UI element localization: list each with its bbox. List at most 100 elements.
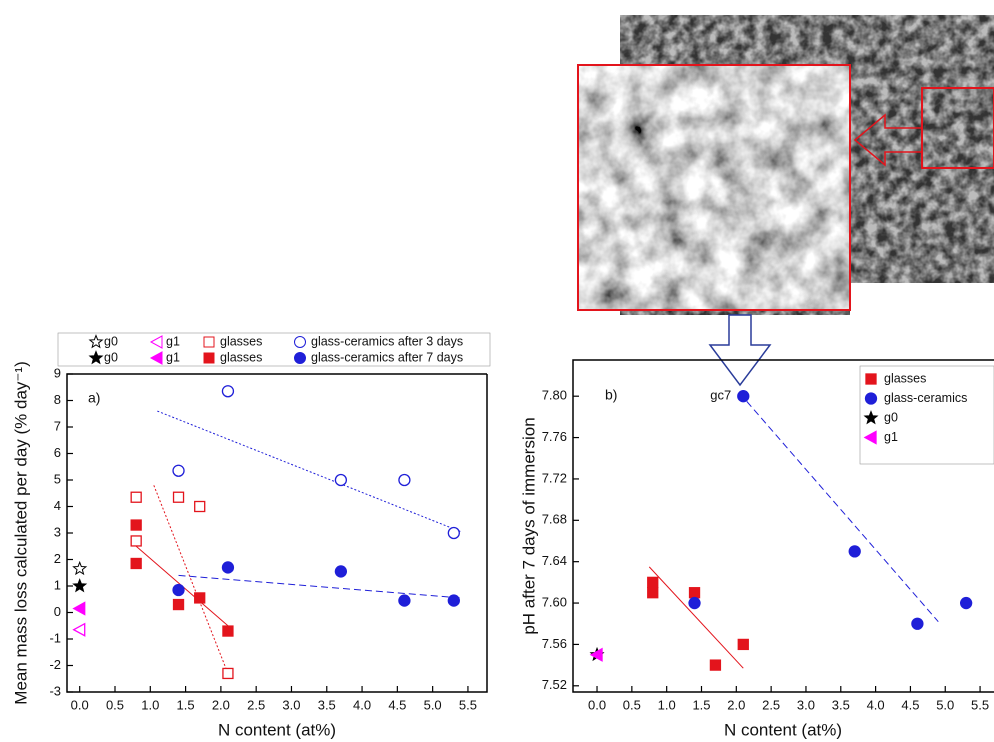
point bbox=[221, 385, 235, 398]
micrograph bbox=[577, 15, 994, 387]
legend-marker bbox=[863, 410, 879, 425]
x-tick-label: 4.5 bbox=[901, 697, 919, 712]
y-tick-label: 9 bbox=[54, 365, 61, 380]
micrograph-footer bbox=[850, 283, 994, 315]
y-tick-label: 7 bbox=[54, 418, 61, 433]
trend-line bbox=[178, 574, 461, 599]
point bbox=[72, 622, 86, 637]
x-tick-label: 0.5 bbox=[106, 697, 124, 712]
panel-label: b) bbox=[605, 387, 617, 403]
x-tick-label: 1.0 bbox=[141, 697, 159, 712]
point bbox=[447, 594, 460, 607]
legend-label: g0 bbox=[104, 350, 118, 364]
x-tick-label: 5.5 bbox=[459, 697, 477, 712]
micrograph-inset bbox=[578, 65, 850, 310]
y-tick-label: 3 bbox=[54, 524, 61, 539]
point bbox=[647, 587, 659, 599]
x-tick-label: 1.5 bbox=[692, 697, 710, 712]
legend-label: g1 bbox=[166, 350, 180, 364]
legend-marker bbox=[88, 350, 104, 365]
x-tick-label: 4.5 bbox=[388, 697, 406, 712]
x-tick-label: 2.5 bbox=[247, 697, 265, 712]
legend-marker bbox=[203, 336, 215, 348]
y-tick-label: 7.60 bbox=[542, 594, 567, 609]
x-tick-label: 2.5 bbox=[762, 697, 780, 712]
zoom-arrow bbox=[853, 113, 923, 167]
y-tick-label: -3 bbox=[49, 683, 61, 698]
point bbox=[72, 601, 86, 616]
point bbox=[72, 560, 88, 576]
legend-label: g1 bbox=[884, 430, 898, 444]
point bbox=[130, 519, 142, 531]
x-axis-label: N content (at%) bbox=[218, 720, 336, 739]
point bbox=[398, 594, 411, 607]
point bbox=[398, 473, 411, 487]
point bbox=[130, 557, 142, 570]
y-tick-label: -2 bbox=[49, 657, 61, 672]
legend-marker bbox=[294, 352, 306, 364]
legend-marker bbox=[863, 430, 877, 445]
x-tick-label: 1.0 bbox=[658, 697, 676, 712]
y-axis-label: Mean mass loss calculated per day (% day… bbox=[11, 361, 30, 704]
legend-marker bbox=[88, 334, 104, 349]
point bbox=[130, 535, 142, 547]
legend-marker bbox=[149, 351, 163, 365]
legend-label: glasses bbox=[884, 371, 926, 385]
point bbox=[911, 617, 924, 630]
x-tick-label: 2.0 bbox=[212, 697, 230, 712]
point bbox=[709, 659, 722, 671]
x-tick-label: 2.0 bbox=[727, 697, 745, 712]
point bbox=[848, 545, 861, 558]
plot-frame bbox=[572, 359, 994, 693]
x-axis-label: N content (at%) bbox=[724, 720, 842, 739]
legend-label: g0 bbox=[884, 410, 898, 424]
point bbox=[222, 625, 234, 637]
x-tick-label: 1.5 bbox=[177, 697, 195, 712]
x-tick-label: 3.0 bbox=[282, 697, 300, 712]
legend-marker bbox=[149, 335, 163, 349]
y-tick-label: 5 bbox=[54, 471, 61, 486]
x-tick-label: 5.0 bbox=[936, 697, 954, 712]
y-tick-label: 1 bbox=[54, 577, 61, 592]
point bbox=[959, 596, 973, 610]
x-tick-label: 0.0 bbox=[71, 697, 89, 712]
point bbox=[130, 491, 142, 503]
legend-label: glasses bbox=[220, 350, 262, 364]
point bbox=[172, 583, 185, 597]
plot-frame bbox=[66, 373, 488, 693]
point bbox=[172, 464, 185, 477]
legend-box bbox=[859, 365, 994, 465]
point bbox=[737, 638, 749, 651]
inset-border bbox=[577, 64, 851, 311]
x-tick-label: 4.0 bbox=[353, 697, 371, 712]
y-tick-label: 7.64 bbox=[542, 553, 567, 568]
y-tick-label: 4 bbox=[54, 498, 61, 513]
link-arrow bbox=[708, 314, 772, 387]
y-tick-label: -1 bbox=[49, 630, 61, 645]
point bbox=[647, 576, 659, 589]
x-tick-label: 3.5 bbox=[318, 697, 336, 712]
point bbox=[221, 561, 235, 574]
point bbox=[589, 647, 603, 662]
y-tick-label: 7.68 bbox=[542, 512, 567, 527]
point bbox=[334, 565, 348, 578]
point bbox=[334, 473, 348, 487]
legend-label: glasses bbox=[220, 334, 262, 348]
y-tick-label: 0 bbox=[54, 604, 61, 619]
x-tick-label: 5.5 bbox=[971, 697, 989, 712]
point bbox=[172, 491, 185, 503]
trend-line bbox=[157, 410, 462, 533]
legend-label: g0 bbox=[104, 334, 118, 348]
legend-marker bbox=[203, 352, 215, 364]
y-tick-label: 2 bbox=[54, 551, 61, 566]
point bbox=[688, 587, 701, 599]
y-tick-label: 7.80 bbox=[542, 388, 567, 403]
legend-label: glass-ceramics bbox=[884, 391, 967, 405]
x-tick-label: 5.0 bbox=[424, 697, 442, 712]
y-tick-label: 8 bbox=[54, 392, 61, 407]
point bbox=[447, 526, 460, 540]
legend-label: glass-ceramics after 3 days bbox=[311, 334, 463, 348]
panel-label: a) bbox=[88, 390, 100, 406]
y-tick-label: 6 bbox=[54, 445, 61, 460]
